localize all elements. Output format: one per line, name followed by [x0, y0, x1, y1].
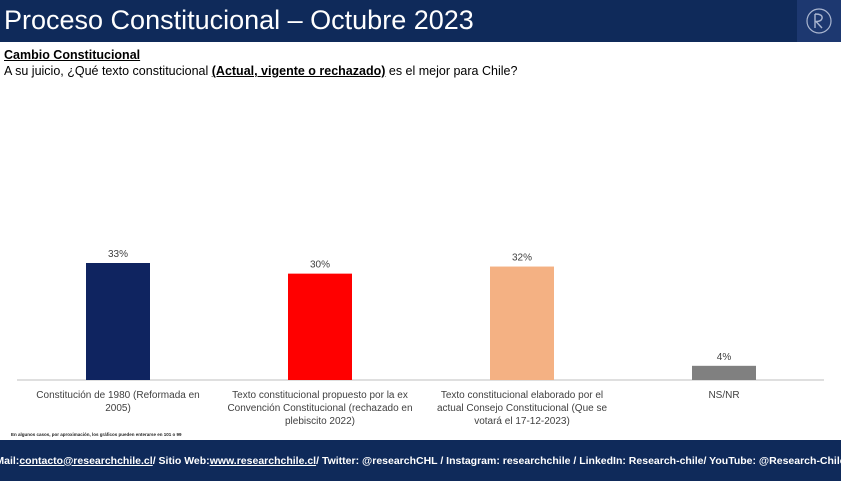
category-label-1: Constitución de 1980 (Reformada en 2005) [36, 390, 200, 414]
section-subtitle: Cambio Constitucional [4, 48, 141, 62]
footer-web-label: / Sitio Web: [152, 454, 210, 467]
data-label-4: 4% [717, 352, 732, 363]
category-label-2: Texto constitucional propuesto por la ex… [227, 390, 413, 427]
bar-4 [692, 365, 756, 380]
bar-1 [86, 263, 150, 380]
bar-3 [490, 266, 554, 380]
footer-mail-label: Mail: [0, 454, 20, 467]
data-label-2: 30% [310, 260, 330, 271]
question-suffix: es el mejor para Chile? [385, 64, 518, 78]
page-title: Proceso Constitucional – Octubre 2023 [4, 5, 474, 35]
footer-bar: Mail: contacto@researchchile.cl / Sitio … [0, 440, 841, 481]
category-label-4: NS/NR [708, 390, 740, 401]
data-label-3: 32% [512, 253, 532, 264]
footer-mail-link[interactable]: contacto@researchchile.cl [19, 454, 153, 467]
header-bar: Proceso Constitucional – Octubre 2023 [0, 0, 841, 42]
footer-web-link[interactable]: www.researchchile.cl [209, 454, 317, 467]
data-label-1: 33% [108, 249, 128, 260]
logo [797, 0, 841, 42]
question-prefix: A su juicio, ¿Qué texto constitucional [4, 64, 212, 78]
footnote: En algunos casos, por aproximación, los … [11, 432, 182, 437]
category-label-3: Texto constitucional elaborado por el ac… [436, 390, 608, 427]
footer-social: / Twitter: @researchCHL / Instagram: res… [316, 454, 841, 467]
bar-chart: 33% 30% 32% 4% [17, 249, 824, 381]
survey-question: A su juicio, ¿Qué texto constitucional (… [4, 64, 517, 78]
question-emphasis: (Actual, vigente o rechazado) [211, 64, 386, 78]
research-logo-icon [806, 8, 832, 34]
bar-2 [288, 273, 352, 380]
